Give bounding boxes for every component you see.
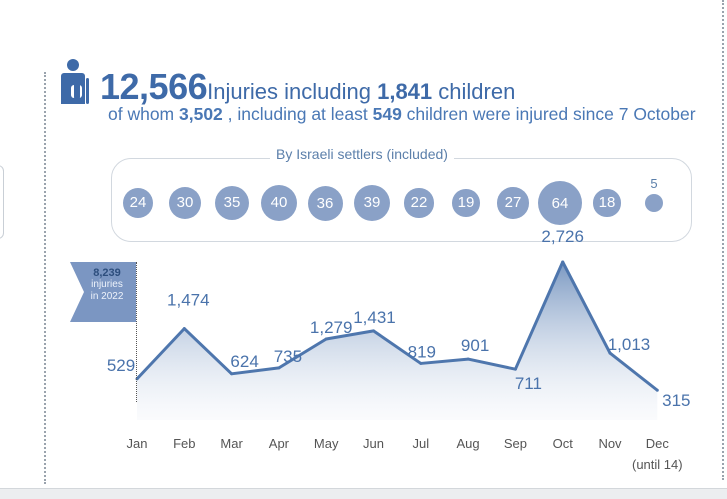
subline: of whom 3,502 , including at least 549 c…	[108, 104, 696, 125]
badge-2022-text: 8,239 injuries in 2022	[84, 267, 130, 303]
settlers-bubble: 22	[404, 188, 434, 218]
value-label: 735	[274, 347, 302, 366]
month-tick-label: Jun	[363, 436, 384, 451]
data-point	[608, 351, 612, 355]
value-label: 624	[230, 352, 258, 371]
settlers-bubble-label: 5	[650, 176, 658, 191]
badge-2022	[70, 262, 136, 322]
settlers-bubble: 24	[122, 187, 153, 218]
month-tick-label: Feb	[173, 436, 195, 451]
month-tick-label: Jan	[127, 436, 148, 451]
subline-text-b: , including at least	[222, 104, 373, 124]
month-tick-label: Sep	[504, 436, 527, 451]
data-point	[230, 372, 234, 376]
settlers-bubble: 40	[260, 184, 298, 222]
data-point	[513, 367, 517, 371]
value-label: 1,431	[353, 308, 396, 327]
dec-note-label: (until 14)	[632, 457, 683, 472]
settlers-bubble	[644, 193, 664, 213]
value-label: 315	[662, 391, 690, 410]
month-tick-label: Dec	[646, 436, 670, 451]
value-label: 1,474	[167, 291, 210, 310]
bottom-bar	[0, 488, 727, 499]
data-point	[277, 366, 281, 370]
settlers-bubble: 19	[452, 189, 480, 217]
total-injuries: 12,566	[100, 66, 208, 107]
data-point	[372, 329, 375, 333]
value-label: 1,013	[608, 335, 651, 354]
data-point	[324, 337, 328, 341]
subline-text-a: of whom	[108, 104, 179, 124]
settlers-bubble: 18	[593, 189, 621, 217]
month-tick-label: Aug	[457, 436, 480, 451]
settlers-bubble: 36	[307, 185, 343, 221]
value-label: 711	[515, 374, 542, 393]
month-tick-label: Jul	[412, 436, 429, 451]
data-point	[561, 260, 565, 264]
month-tick-label: May	[314, 436, 339, 451]
value-label: 2,726	[541, 227, 584, 246]
settlers-bubble: 30	[168, 186, 202, 220]
month-tick-label: Mar	[220, 436, 243, 451]
children-injured-since-oct: 549	[372, 104, 402, 124]
headline-text-a: Injuries including	[207, 79, 378, 104]
value-label: 529	[107, 356, 135, 375]
children-injured: 1,841	[377, 79, 433, 104]
settlers-bubble: 64	[538, 181, 582, 225]
area-fill	[137, 262, 658, 420]
settlers-title: By Israeli settlers (included)	[270, 146, 454, 162]
left-dotted-divider	[44, 72, 46, 484]
settlers-bubble: 27	[497, 187, 529, 219]
right-dotted-divider	[722, 0, 724, 480]
settlers-bubble: 35	[214, 185, 250, 221]
data-point	[655, 388, 659, 392]
data-point	[419, 361, 423, 365]
headline-text-b: children	[432, 79, 516, 104]
badge-dotted-marker	[136, 262, 137, 402]
subline-text-c: children were injured since 7 October	[401, 104, 696, 124]
value-label: 1,279	[310, 318, 353, 337]
value-label: 819	[408, 342, 436, 361]
month-tick-label: Nov	[598, 436, 622, 451]
injured-since-oct: 3,502	[179, 104, 223, 124]
headline: 12,566Injuries including 1,841 children	[100, 66, 515, 108]
badge-line2: in 2022	[90, 291, 124, 302]
series-line	[135, 260, 659, 392]
badge-line1: injuries	[91, 279, 123, 290]
data-point	[466, 357, 470, 361]
month-tick-label: Oct	[553, 436, 574, 451]
injured-person-icon	[61, 59, 89, 104]
data-point	[182, 327, 186, 331]
value-label: 901	[461, 336, 489, 355]
badge-value: 8,239	[93, 267, 121, 279]
month-tick-label: Apr	[269, 436, 290, 451]
settlers-bubble: 39	[353, 184, 391, 222]
